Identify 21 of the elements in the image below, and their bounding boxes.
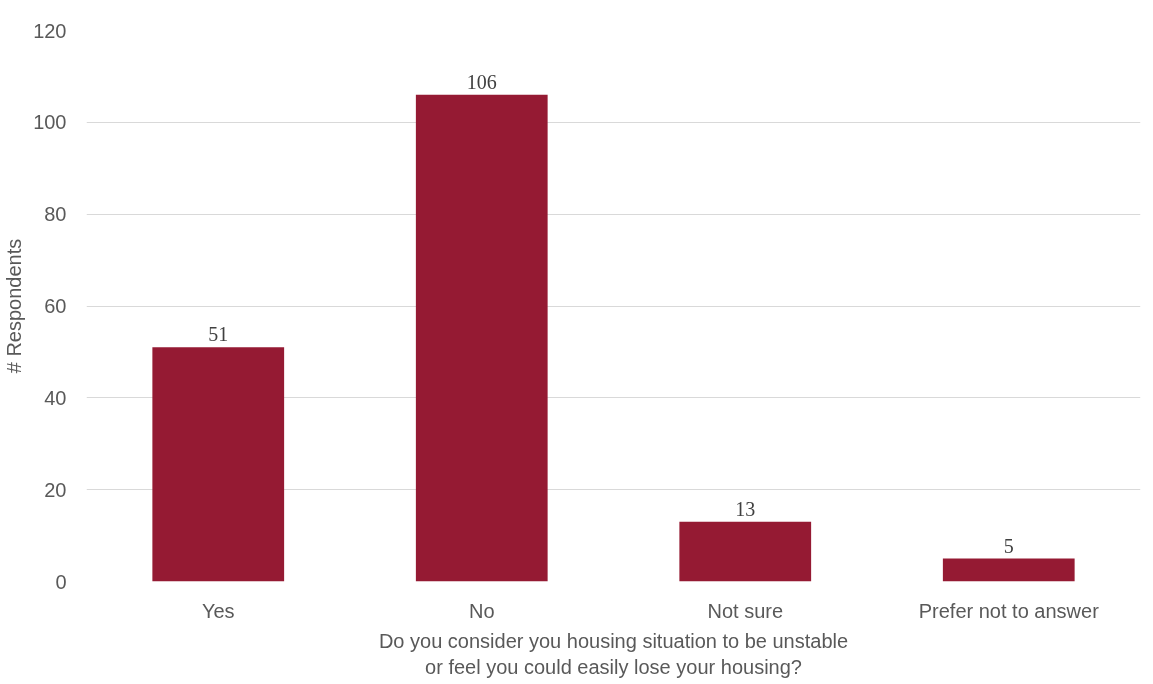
x-tick-label: Not sure [707, 599, 784, 622]
data-label: 106 [466, 70, 497, 93]
x-tick-label: No [468, 599, 495, 622]
y-axis-title: # Respondents [3, 238, 26, 374]
x-tick-label: Yes [201, 599, 235, 622]
x-axis-title: Do you consider you housing situation to be unstable or feel you could easily lose your housing? [378, 629, 849, 678]
bar [942, 558, 1075, 582]
data-label: 13 [735, 497, 756, 520]
y-tick-label: 0 [55, 570, 67, 593]
bar [679, 521, 812, 582]
y-tick-label: 60 [44, 295, 67, 317]
y-tick-label: 100 [33, 111, 67, 134]
bar [415, 94, 548, 582]
bar [152, 347, 285, 582]
y-tick-label: 40 [44, 386, 67, 409]
x-tick-label: Prefer not to answer [918, 599, 1100, 622]
y-tick-label: 80 [44, 203, 67, 226]
data-label: 51 [208, 323, 229, 346]
y-tick-label: 120 [33, 19, 67, 42]
y-tick-label: 20 [44, 478, 67, 501]
data-label: 5 [1003, 534, 1014, 557]
